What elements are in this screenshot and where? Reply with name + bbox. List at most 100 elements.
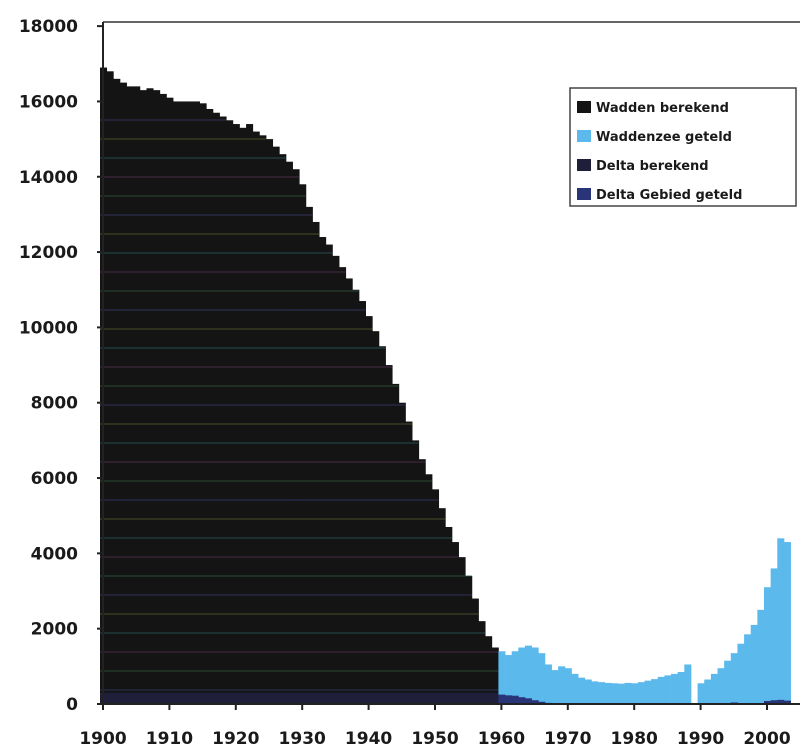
x-tick-label: 1930	[279, 729, 326, 749]
bar	[405, 421, 413, 704]
bar	[551, 670, 559, 704]
plot-area	[100, 67, 791, 705]
bar	[392, 383, 400, 704]
bar	[744, 634, 752, 704]
bar	[285, 161, 293, 704]
bar	[518, 697, 526, 704]
bar	[505, 695, 513, 704]
y-tick-label: 10000	[19, 318, 78, 338]
bar	[531, 700, 539, 704]
bar	[498, 651, 506, 704]
bar	[578, 677, 586, 704]
bar	[717, 668, 725, 704]
y-tick-label: 0	[66, 695, 78, 715]
bar	[538, 653, 546, 704]
bar	[737, 643, 745, 704]
bar	[624, 682, 632, 704]
bar	[126, 86, 134, 704]
bar	[425, 474, 433, 704]
bar	[458, 557, 466, 704]
legend-label: Waddenzee geteld	[596, 130, 732, 145]
bar	[133, 86, 141, 704]
y-tick-label: 18000	[19, 17, 78, 37]
bar	[305, 206, 313, 704]
x-tick-label: 1970	[544, 729, 591, 749]
bar	[418, 459, 426, 704]
bar	[179, 101, 187, 704]
bar	[684, 664, 692, 704]
bar	[166, 97, 174, 705]
bar	[339, 267, 347, 704]
bar	[153, 90, 161, 704]
x-tick-label: 1920	[212, 729, 259, 749]
bar	[100, 692, 499, 704]
bar	[186, 101, 194, 704]
bar	[664, 675, 672, 704]
bar	[173, 101, 181, 704]
y-tick-label: 16000	[19, 92, 78, 112]
bar	[252, 131, 260, 704]
series-3	[100, 692, 499, 704]
bar	[146, 88, 154, 704]
bar	[518, 647, 526, 704]
bar	[345, 278, 353, 704]
bar	[385, 365, 393, 704]
bar	[757, 609, 765, 704]
bar	[312, 221, 320, 704]
bar	[352, 289, 360, 704]
x-tick-label: 1940	[345, 729, 392, 749]
bar	[524, 698, 532, 704]
bar	[332, 255, 340, 704]
y-tick-label: 4000	[31, 544, 78, 564]
bar	[246, 124, 254, 705]
bar	[279, 154, 287, 704]
bar	[378, 346, 386, 704]
bar	[272, 146, 280, 704]
bar	[671, 673, 679, 704]
bar	[564, 668, 572, 704]
bar	[398, 402, 406, 704]
bar	[524, 645, 532, 704]
bar	[451, 542, 459, 704]
bar	[239, 127, 247, 705]
bar	[299, 184, 307, 705]
bar	[358, 301, 366, 704]
bar	[212, 112, 220, 705]
legend-label: Delta berekend	[596, 159, 709, 174]
bar	[113, 78, 121, 705]
bar	[611, 683, 619, 704]
bar	[538, 701, 546, 704]
legend-label: Delta Gebied geteld	[596, 188, 742, 203]
bar	[531, 647, 539, 704]
x-tick-label: 1900	[79, 729, 126, 749]
bar	[750, 624, 758, 704]
legend: Wadden berekend Waddenzee geteld Delta ber…	[569, 87, 797, 207]
bar	[259, 135, 267, 704]
bar	[319, 237, 327, 704]
x-tick-label: 2000	[743, 729, 790, 749]
bar	[637, 682, 645, 704]
bar	[159, 93, 167, 704]
bar	[783, 700, 791, 704]
bar	[710, 673, 718, 704]
bar	[206, 108, 214, 705]
bar	[764, 587, 772, 704]
bar	[677, 671, 685, 704]
legend-swatch	[577, 159, 591, 171]
bar	[584, 679, 592, 704]
bar	[511, 695, 519, 704]
bar	[511, 651, 519, 704]
y-tick-label: 14000	[19, 168, 78, 188]
bar	[770, 700, 778, 704]
bar	[783, 542, 791, 704]
bar	[226, 120, 234, 704]
x-tick-label: 1990	[677, 729, 724, 749]
y-tick-label: 2000	[31, 620, 78, 640]
legend-box	[569, 87, 797, 207]
bar	[724, 660, 732, 704]
bar	[704, 679, 712, 704]
bar	[631, 683, 639, 704]
bar	[372, 331, 380, 704]
y-tick-label: 6000	[31, 469, 78, 489]
series-1	[100, 67, 499, 705]
